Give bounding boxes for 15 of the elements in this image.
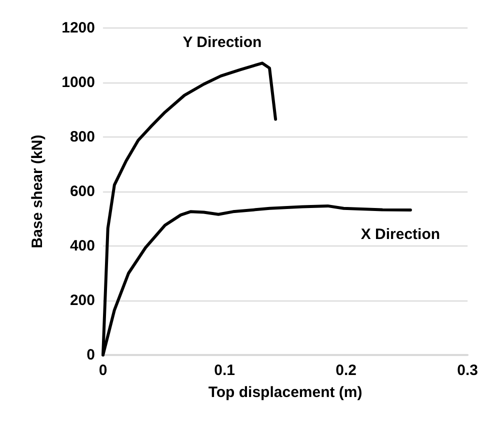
y-tick-label: 400 (70, 238, 95, 254)
y-tick-label: 0 (86, 346, 95, 364)
y-tick-label: 1000 (62, 74, 95, 91)
y-tick-label: 1200 (62, 20, 95, 36)
y-tick-label: 200 (70, 292, 95, 309)
x-tick-label: 0.1 (214, 362, 235, 379)
series-label: X Direction (360, 226, 440, 244)
y-tick-label: 600 (70, 183, 95, 200)
y-tick-label: 800 (70, 128, 95, 146)
x-tick-label: 0 (98, 362, 108, 379)
x-tick-label: 0.3 (457, 362, 478, 379)
series-label: Y Direction (182, 34, 262, 52)
y-axis-title: Base shear (kN) (29, 134, 46, 248)
x-tick-label: 0.2 (336, 362, 356, 379)
x-axis-title: Top displacement (m) (208, 384, 362, 401)
